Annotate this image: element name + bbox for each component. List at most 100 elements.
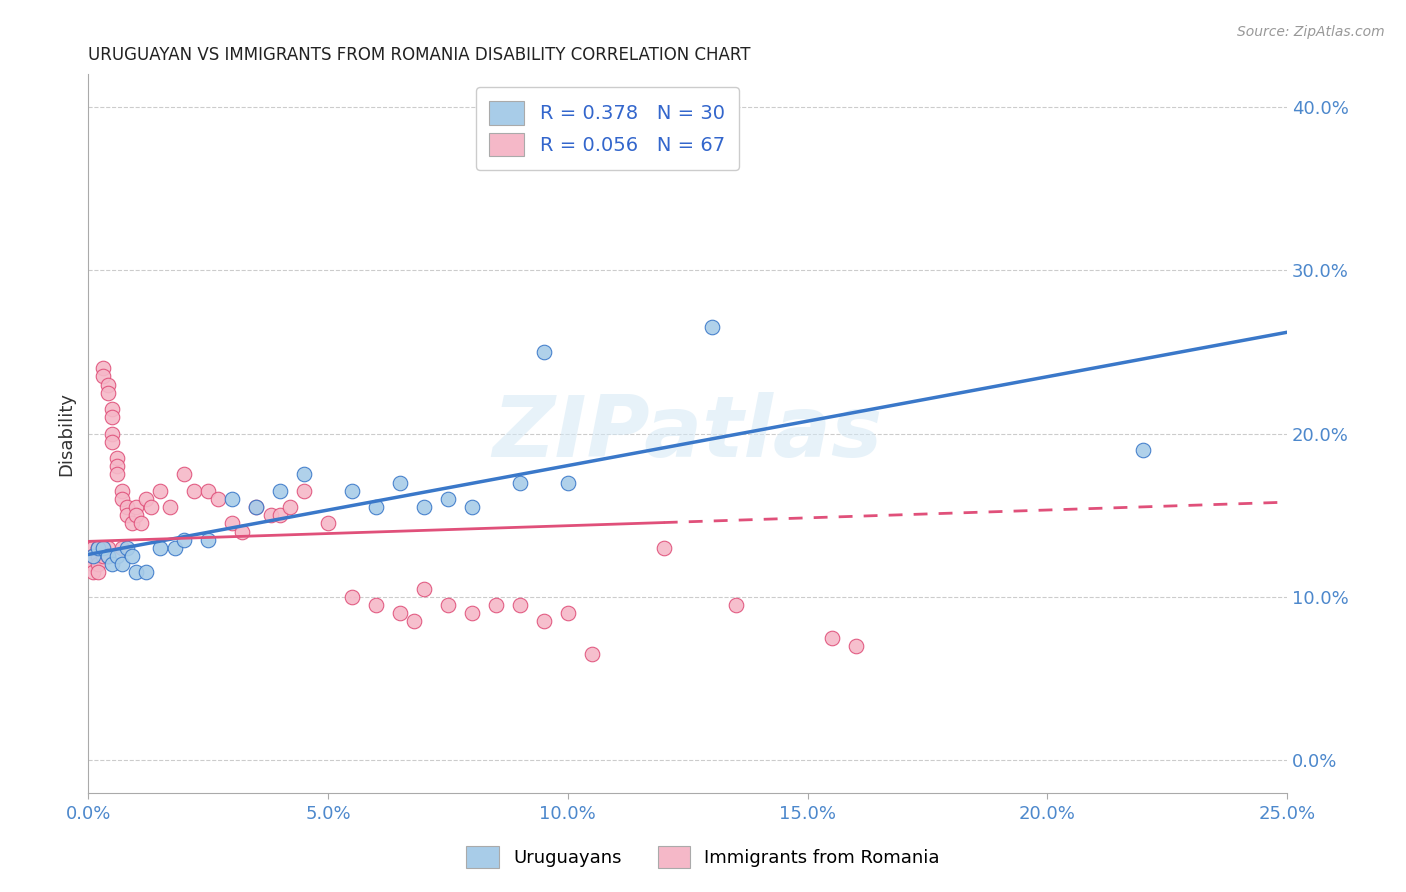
Point	[724, 598, 747, 612]
Point	[207, 491, 229, 506]
Point	[197, 483, 219, 498]
Point	[105, 467, 128, 482]
Point	[91, 541, 114, 555]
Point	[87, 566, 110, 580]
Point	[111, 541, 134, 555]
Point	[533, 615, 555, 629]
Point	[82, 566, 104, 580]
Point	[82, 541, 104, 555]
Point	[105, 549, 128, 563]
Point	[129, 516, 152, 531]
Point	[509, 598, 531, 612]
Y-axis label: Disability: Disability	[58, 392, 75, 475]
Point	[149, 541, 172, 555]
Point	[115, 541, 138, 555]
Point	[1132, 442, 1154, 457]
Point	[91, 541, 114, 555]
Point	[111, 558, 134, 572]
Point	[82, 549, 104, 563]
Point	[485, 598, 508, 612]
Point	[269, 508, 291, 523]
Point	[404, 615, 426, 629]
Point	[533, 344, 555, 359]
Point	[101, 402, 124, 417]
Point	[183, 483, 205, 498]
Point	[413, 500, 436, 514]
Point	[135, 491, 157, 506]
Point	[135, 566, 157, 580]
Point	[316, 516, 339, 531]
Point	[340, 483, 363, 498]
Point	[82, 549, 104, 563]
Point	[389, 607, 412, 621]
Point	[125, 566, 148, 580]
Point	[149, 483, 172, 498]
Point	[197, 533, 219, 547]
Point	[87, 541, 110, 555]
Point	[111, 483, 134, 498]
Point	[292, 467, 315, 482]
Point	[509, 475, 531, 490]
Point	[259, 508, 281, 523]
Point	[101, 410, 124, 425]
Point	[91, 549, 114, 563]
Point	[557, 475, 579, 490]
Point	[820, 631, 842, 645]
Point	[82, 549, 104, 563]
Point	[87, 549, 110, 563]
Point	[121, 516, 143, 531]
Point	[461, 607, 484, 621]
Text: URUGUAYAN VS IMMIGRANTS FROM ROMANIA DISABILITY CORRELATION CHART: URUGUAYAN VS IMMIGRANTS FROM ROMANIA DIS…	[89, 46, 751, 64]
Point	[87, 541, 110, 555]
Point	[389, 475, 412, 490]
Point	[278, 500, 301, 514]
Point	[221, 491, 243, 506]
Point	[96, 377, 118, 392]
Point	[364, 500, 387, 514]
Point	[125, 508, 148, 523]
Point	[105, 459, 128, 474]
Point	[652, 541, 675, 555]
Point	[91, 541, 114, 555]
Point	[115, 500, 138, 514]
Point	[121, 549, 143, 563]
Point	[269, 483, 291, 498]
Point	[292, 483, 315, 498]
Point	[221, 516, 243, 531]
Point	[173, 533, 195, 547]
Point	[115, 508, 138, 523]
Point	[461, 500, 484, 514]
Text: ZIPatlas: ZIPatlas	[492, 392, 883, 475]
Point	[96, 549, 118, 563]
Point	[91, 361, 114, 376]
Legend: R = 0.378   N = 30, R = 0.056   N = 67: R = 0.378 N = 30, R = 0.056 N = 67	[475, 87, 738, 169]
Point	[340, 590, 363, 604]
Point	[101, 434, 124, 449]
Point	[87, 558, 110, 572]
Point	[101, 558, 124, 572]
Point	[87, 541, 110, 555]
Point	[96, 541, 118, 555]
Legend: Uruguayans, Immigrants from Romania: Uruguayans, Immigrants from Romania	[456, 835, 950, 879]
Point	[437, 491, 460, 506]
Point	[557, 607, 579, 621]
Text: Source: ZipAtlas.com: Source: ZipAtlas.com	[1237, 25, 1385, 39]
Point	[413, 582, 436, 596]
Point	[245, 500, 267, 514]
Point	[96, 549, 118, 563]
Point	[163, 541, 186, 555]
Point	[96, 385, 118, 400]
Point	[581, 647, 603, 661]
Point	[364, 598, 387, 612]
Point	[700, 320, 723, 334]
Point	[159, 500, 181, 514]
Point	[139, 500, 162, 514]
Point	[91, 369, 114, 384]
Point	[125, 500, 148, 514]
Point	[105, 451, 128, 466]
Point	[437, 598, 460, 612]
Point	[245, 500, 267, 514]
Point	[111, 491, 134, 506]
Point	[82, 558, 104, 572]
Point	[173, 467, 195, 482]
